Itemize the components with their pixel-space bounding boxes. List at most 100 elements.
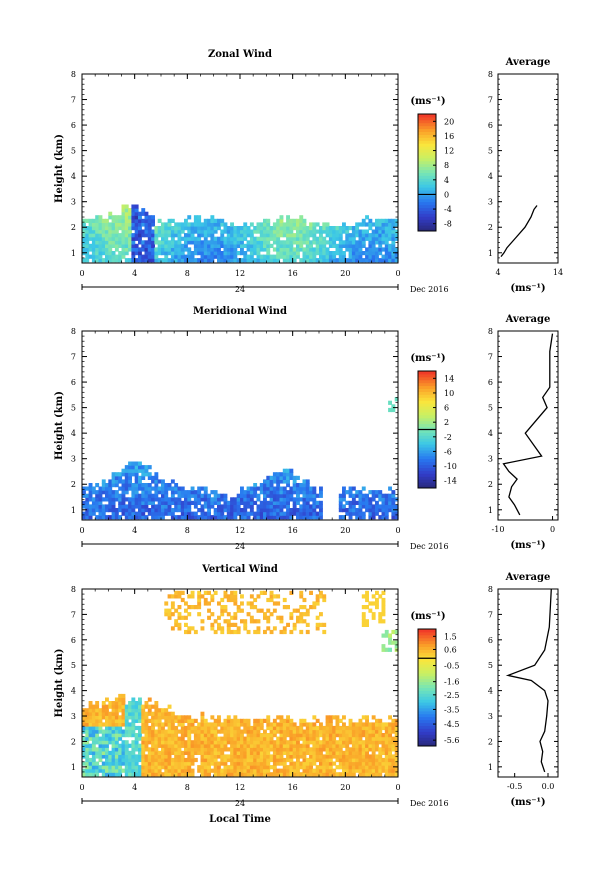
heatmap-cell bbox=[105, 218, 109, 223]
heatmap-cell bbox=[213, 722, 218, 727]
heatmap-cell bbox=[375, 490, 379, 495]
heatmap-cell bbox=[276, 757, 281, 763]
heatmap-cell bbox=[249, 251, 254, 256]
heatmap-cells bbox=[82, 204, 399, 263]
heatmap-cell bbox=[95, 718, 100, 723]
heatmap-cell bbox=[345, 511, 350, 516]
heatmap-cell bbox=[200, 725, 205, 731]
heatmap-cell bbox=[217, 226, 221, 231]
heatmap-cell bbox=[246, 754, 251, 759]
heatmap-cell bbox=[105, 704, 109, 709]
heatmap-cell bbox=[138, 218, 142, 223]
heatmap-cell bbox=[91, 736, 96, 741]
heatmap-cell bbox=[147, 222, 152, 227]
heatmap-cell bbox=[289, 761, 294, 766]
heatmap-cell bbox=[384, 511, 389, 516]
heatmap-cell bbox=[85, 233, 90, 238]
heatmap-cell bbox=[276, 258, 281, 263]
heatmap-cell bbox=[233, 594, 238, 599]
heatmap-cell bbox=[210, 768, 215, 773]
heatmap-cell bbox=[98, 251, 103, 256]
heatmap-cell bbox=[118, 765, 123, 770]
heatmap-cell bbox=[266, 736, 271, 741]
heatmap-cell bbox=[147, 483, 152, 488]
heatmap-cell bbox=[95, 254, 100, 259]
heatmap-cell bbox=[322, 733, 327, 738]
heatmap-cell bbox=[134, 243, 139, 248]
heatmap-cell bbox=[138, 486, 142, 491]
heatmap-cell bbox=[338, 750, 343, 755]
heatmap-cell bbox=[246, 772, 251, 777]
heatmap-cell bbox=[375, 754, 379, 759]
heatmap-cell bbox=[114, 701, 119, 706]
heatmap-cell bbox=[220, 511, 225, 516]
heatmap-cell bbox=[312, 761, 317, 766]
heatmap-cell bbox=[375, 718, 379, 723]
heatmap-cell bbox=[207, 743, 211, 748]
heatmap-cell bbox=[217, 497, 221, 502]
heatmap-cell bbox=[141, 757, 146, 763]
heatmap-cell bbox=[184, 743, 188, 748]
heatmap-cell bbox=[322, 629, 327, 635]
heatmap-cell bbox=[95, 497, 100, 502]
heatmap-cell bbox=[296, 729, 300, 734]
heatmap-cell bbox=[381, 740, 386, 745]
heatmap-cell bbox=[345, 757, 350, 763]
heatmap-cell bbox=[217, 240, 221, 245]
heatmap-cell bbox=[391, 757, 396, 763]
heatmap-cell bbox=[174, 500, 179, 505]
heatmap-cell bbox=[157, 258, 162, 263]
heatmap-cell bbox=[259, 236, 264, 241]
heatmap-cell bbox=[305, 233, 310, 238]
heatmap-cell bbox=[220, 740, 225, 745]
heatmap-cell bbox=[190, 511, 195, 516]
heatmap-cell bbox=[305, 493, 310, 498]
heatmap-cell bbox=[226, 725, 231, 731]
heatmap-cell bbox=[85, 254, 90, 259]
heatmap-cell bbox=[342, 729, 346, 734]
heatmap-cell bbox=[305, 483, 310, 488]
heatmap-cell bbox=[249, 233, 254, 238]
heatmap-cell bbox=[384, 740, 389, 745]
heatmap-cell bbox=[335, 229, 340, 234]
heatmap-cell bbox=[180, 772, 185, 777]
heatmap-cell bbox=[299, 761, 304, 766]
heatmap-cell bbox=[207, 729, 211, 734]
heatmap-cell bbox=[253, 754, 258, 759]
heatmap-cell bbox=[328, 240, 333, 245]
colorbar-swatch bbox=[418, 693, 436, 697]
heatmap-cell bbox=[108, 233, 113, 238]
heatmap-cell bbox=[230, 497, 234, 502]
heatmap-cell bbox=[233, 750, 238, 755]
heatmap-cell bbox=[269, 515, 274, 520]
heatmap-cell bbox=[174, 515, 179, 520]
heatmap-cell bbox=[197, 605, 202, 610]
colorbar-unit: (ms⁻¹) bbox=[410, 353, 445, 364]
heatmap-cell bbox=[170, 511, 175, 516]
heatmap-cell bbox=[203, 226, 208, 231]
heatmap-cell bbox=[276, 743, 281, 748]
heatmap-cell bbox=[118, 226, 123, 231]
heatmap-cell bbox=[365, 497, 369, 502]
heatmap-cell bbox=[88, 493, 93, 498]
heatmap-cell bbox=[190, 754, 195, 759]
heatmap-cell bbox=[207, 765, 211, 770]
heatmap-cell bbox=[279, 508, 284, 513]
heatmap-cell bbox=[226, 243, 231, 248]
heatmap-cell bbox=[276, 740, 281, 745]
heatmap-cell bbox=[118, 757, 123, 763]
heatmap-cell bbox=[322, 222, 327, 227]
heatmap-cell bbox=[128, 211, 132, 216]
heatmap-cell bbox=[256, 740, 261, 745]
heatmap-cell bbox=[246, 500, 251, 505]
heatmap-cell bbox=[296, 768, 300, 773]
heatmap-cell bbox=[134, 743, 139, 748]
heatmap-cell bbox=[342, 226, 346, 231]
heatmap-cell bbox=[141, 472, 146, 477]
heatmap-cell bbox=[138, 747, 142, 752]
heatmap-cell bbox=[124, 733, 129, 738]
heatmap-cell bbox=[105, 711, 109, 716]
heatmap-cell bbox=[131, 240, 136, 245]
heatmap-cell bbox=[249, 258, 254, 263]
heatmap-cell bbox=[325, 757, 330, 763]
